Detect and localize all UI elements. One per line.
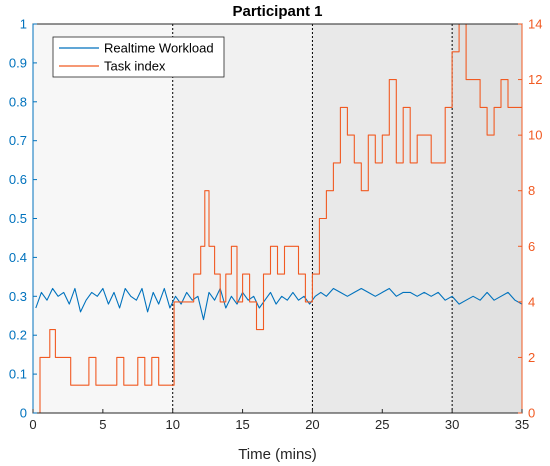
legend-box <box>52 36 225 78</box>
y-left-tick-label: 0.9 <box>9 55 27 70</box>
series-layer <box>35 23 523 414</box>
y-left-tick-label: 0.4 <box>9 250 27 265</box>
legend: Realtime Workload Task index <box>52 36 225 78</box>
phase-shading-layer <box>33 24 522 413</box>
y-right-tick-label: 14 <box>528 17 542 32</box>
y-left-tick-label: 0.6 <box>9 172 27 187</box>
legend-label-task-index: Task index <box>104 59 166 74</box>
x-tick-label: 0 <box>29 417 36 432</box>
x-tick-label: 5 <box>99 417 106 432</box>
phase-region-2 <box>172 24 313 413</box>
legend-label-realtime-workload: Realtime Workload <box>104 41 214 56</box>
y-left-tick-label: 0.3 <box>9 289 27 304</box>
phase-region-4 <box>452 24 522 413</box>
series-line-realtime-workload <box>35 287 523 321</box>
phase-region-3 <box>312 24 453 413</box>
y-right-tick-label: 4 <box>528 294 535 309</box>
x-axis-label: Time (mins) <box>238 446 317 463</box>
y-left-tick-label: 0.1 <box>9 367 27 382</box>
y-right-tick-label: 12 <box>528 72 542 87</box>
y-right-tick-label: 8 <box>528 183 535 198</box>
y-left-tick-label: 1 <box>20 17 27 32</box>
axis-layer: 0 5 10 15 20 25 30 3500.10.20.30.40.50.60.70.80… <box>9 17 543 433</box>
x-tick-label: 35 <box>515 417 529 432</box>
chart-title: Participant 1 <box>232 3 322 20</box>
y-right-tick-label: 0 <box>528 406 535 421</box>
y-left-tick-label: 0.2 <box>9 328 27 343</box>
y-left-tick-label: 0.8 <box>9 94 27 109</box>
x-tick-label: 20 <box>305 417 319 432</box>
y-left-tick-label: 0.5 <box>9 211 27 226</box>
y-left-tick-label: 0.7 <box>9 133 27 148</box>
x-tick-label: 30 <box>445 417 459 432</box>
y-right-tick-label: 6 <box>528 239 535 254</box>
y-right-tick-label: 2 <box>528 350 535 365</box>
y-right-tick-label: 10 <box>528 128 542 143</box>
x-tick-label: 10 <box>165 417 179 432</box>
x-tick-label: 25 <box>375 417 389 432</box>
x-tick-label: 15 <box>235 417 249 432</box>
series-line-task-index <box>35 23 522 414</box>
y-left-tick-label: 0 <box>20 406 27 421</box>
phase-region-1 <box>33 24 173 413</box>
